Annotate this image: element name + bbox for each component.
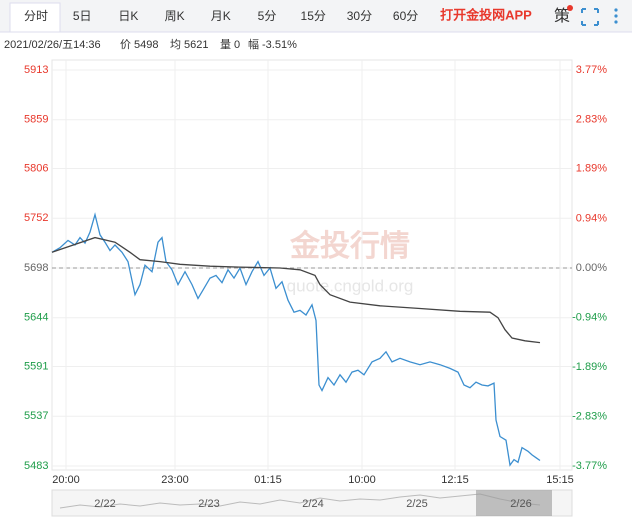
info-value: 0	[234, 39, 240, 51]
y2-tick-label: -2.83%	[572, 411, 607, 423]
info-value: -3.51%	[262, 39, 297, 51]
x-tick-label: 20:00	[52, 474, 80, 486]
tab[interactable]: 15分	[301, 9, 326, 23]
tab-bar	[0, 0, 632, 32]
info-datetime: 2021/02/26/五14:36	[4, 39, 101, 51]
series-line	[51, 236, 541, 344]
plot-frame	[51, 59, 573, 471]
y2-tick-label: 0.00%	[576, 262, 607, 274]
notify-dot	[567, 5, 573, 11]
y2-tick-label: 3.77%	[576, 64, 607, 76]
x-tick-label: 10:00	[348, 474, 376, 486]
y-tick-label: 5537	[24, 410, 48, 422]
info-label: 均	[170, 38, 181, 51]
y2-tick-label: 1.89%	[576, 163, 607, 175]
y2-tick-label: 0.94%	[576, 213, 607, 225]
info-line: 2021/02/26/五14:36 价 5498 均 5621 量 0 幅 -3…	[4, 38, 297, 51]
navigator-window[interactable]	[476, 490, 552, 516]
tab[interactable]: 60分	[393, 9, 418, 23]
y-tick-label: 5591	[24, 360, 48, 372]
info-value: 5621	[184, 39, 208, 51]
y-tick-label: 5483	[24, 460, 48, 472]
active-tab-bg	[9, 2, 61, 33]
more-icon[interactable]	[614, 8, 618, 24]
y-tick-label: 5806	[24, 162, 48, 174]
navigator-line	[59, 493, 541, 509]
x-tick-label: 15:15	[546, 474, 574, 486]
tab[interactable]: 5日	[73, 9, 92, 23]
y2-tick-label: 2.83%	[576, 113, 607, 125]
y2-tick-label: -1.89%	[572, 361, 607, 373]
x-tick-label: 12:15	[441, 474, 469, 486]
tab[interactable]: 月K	[211, 9, 231, 23]
watermark-url: quote.cngold.org	[287, 276, 414, 295]
tab[interactable]: 日K	[118, 9, 138, 23]
navigator-date: 2/23	[198, 498, 219, 510]
y-tick-label: 5859	[24, 114, 48, 126]
y-tick-label: 5644	[24, 312, 48, 324]
tab[interactable]: 5分	[258, 9, 277, 23]
info-value: 5498	[134, 39, 158, 51]
watermark: 金投行情	[289, 229, 410, 263]
app-link[interactable]: 打开金投网APP	[440, 7, 532, 22]
info-label: 价	[120, 38, 131, 51]
series-line	[51, 212, 541, 467]
x-tick-label: 01:15	[254, 474, 282, 486]
y-tick-label: 5698	[24, 262, 48, 274]
info-label: 量	[220, 38, 231, 51]
navigator-date: 2/26	[510, 498, 531, 510]
strategy-icon[interactable]: 策	[554, 7, 570, 25]
tab[interactable]: 周K	[165, 9, 185, 23]
info-label: 幅	[248, 38, 259, 51]
y-tick-label: 5752	[24, 212, 48, 224]
y-tick-label: 5913	[24, 64, 48, 76]
navigator-date: 2/24	[302, 498, 323, 510]
tab[interactable]: 30分	[347, 9, 372, 23]
y2-tick-label: -0.94%	[572, 311, 607, 323]
fullscreen-icon[interactable]	[581, 8, 599, 26]
navigator-date: 2/25	[406, 498, 427, 510]
y2-tick-label: -3.77%	[572, 460, 607, 472]
tab[interactable]: 分时	[24, 9, 48, 23]
navigator-date: 2/22	[94, 498, 115, 510]
x-tick-label: 23:00	[161, 474, 189, 486]
